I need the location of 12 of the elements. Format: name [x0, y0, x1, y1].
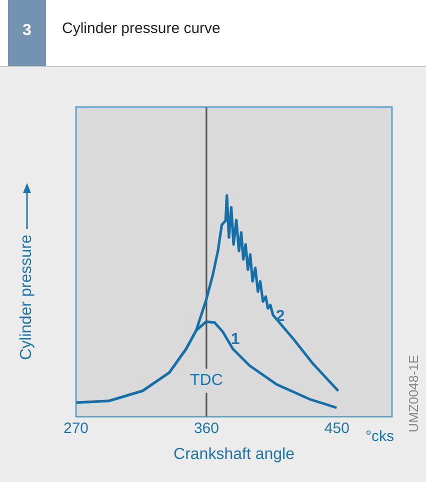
- text: °cks: [366, 428, 394, 445]
- chart-title: Cylinder pressure curve: [62, 20, 220, 37]
- text: UMZ0048-1E: [406, 355, 421, 432]
- x-tick-label: 450: [324, 420, 350, 437]
- series-label: 1: [230, 331, 240, 348]
- y-axis-title: Cylinder pressure: [18, 234, 36, 360]
- x-tick-label: 270: [63, 420, 89, 437]
- ref-line-label: TDC: [190, 372, 223, 390]
- series-label: 2: [276, 308, 285, 325]
- x-axis-title: Crankshaft angle: [174, 446, 295, 463]
- x-tick-label: 360: [194, 420, 219, 437]
- text: 3: [8, 0, 46, 66]
